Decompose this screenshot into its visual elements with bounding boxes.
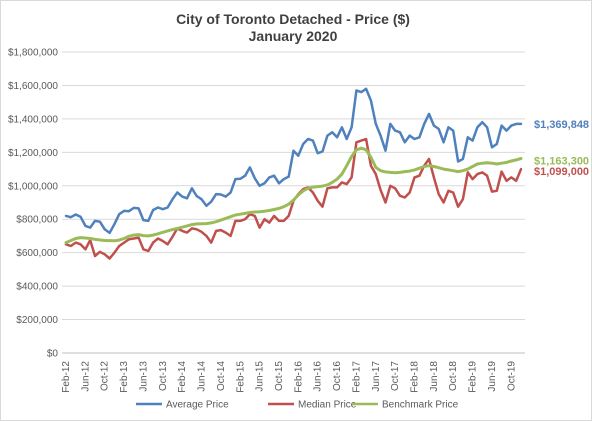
y-tick-label: $1,400,000	[8, 114, 58, 125]
y-tick-label: $1,600,000	[8, 81, 58, 92]
legend-label: Benchmark Price	[382, 400, 459, 411]
y-tick-label: $400,000	[16, 282, 58, 293]
y-tick-label: $1,800,000	[8, 48, 58, 59]
chart-subtitle: January 2020	[249, 28, 338, 44]
x-tick-label: Jun-14	[197, 361, 208, 392]
x-tick-label: Feb-19	[468, 361, 479, 393]
x-tick-label: Oct-16	[332, 361, 343, 391]
x-tick-label: Feb-16	[293, 361, 304, 393]
x-tick-label: Feb-14	[177, 361, 188, 393]
y-tick-label: $1,200,000	[8, 148, 58, 159]
x-tick-label: Feb-12	[61, 361, 72, 393]
x-tick-label: Oct-14	[216, 361, 227, 391]
y-tick-label: $0	[47, 349, 59, 360]
x-tick-label: Feb-18	[410, 361, 421, 393]
x-tick-label: Jun-16	[313, 361, 324, 392]
legend: Average Price Median Price Benchmark Price	[136, 400, 459, 411]
x-tick-label: Oct-13	[158, 361, 169, 391]
end-label-median-price: $1,099,000	[534, 166, 589, 178]
x-tick-label: Oct-18	[448, 361, 459, 391]
x-tick-label: Oct-15	[274, 361, 285, 391]
series-line-benchmark-price	[64, 146, 523, 245]
x-tick-label: Oct-19	[506, 361, 517, 391]
x-tick-label: Oct-17	[390, 361, 401, 391]
x-tick-label: Jun-13	[138, 361, 149, 392]
x-tick-label: Jun-17	[371, 361, 382, 392]
series-end-labels: $1,369,848 $1,099,000$1,163,300	[534, 119, 589, 178]
end-label-benchmark-price: $1,163,300	[534, 155, 589, 167]
series-lines	[64, 87, 523, 260]
x-tick-label: Jun-19	[487, 361, 498, 392]
series-line-average-price	[64, 87, 523, 235]
y-axis-ticks: $0 $200,000 $400,000 $600,000 $800,000 $1,000…	[8, 48, 58, 360]
y-tick-label: $200,000	[16, 315, 58, 326]
x-tick-label: Feb-17	[351, 361, 362, 393]
legend-label: Average Price	[166, 400, 229, 411]
chart-title: City of Toronto Detached - Price ($)	[176, 11, 410, 27]
x-tick-label: Oct-12	[100, 361, 111, 391]
x-axis-ticks: Feb-12 Jun-12 Oct-12 Feb-13 Jun-13 Oct-13 Feb-…	[61, 361, 517, 393]
y-tick-label: $800,000	[16, 215, 58, 226]
x-tick-label: Feb-13	[119, 361, 130, 393]
x-tick-label: Jun-12	[80, 361, 91, 392]
x-tick-label: Jun-18	[429, 361, 440, 392]
legend-label: Median Price	[298, 400, 357, 411]
end-label-average-price: $1,369,848	[534, 119, 589, 131]
x-tick-label: Jun-15	[255, 361, 266, 392]
y-tick-label: $600,000	[16, 248, 58, 259]
x-tick-label: Feb-15	[235, 361, 246, 393]
y-tick-label: $1,000,000	[8, 181, 58, 192]
